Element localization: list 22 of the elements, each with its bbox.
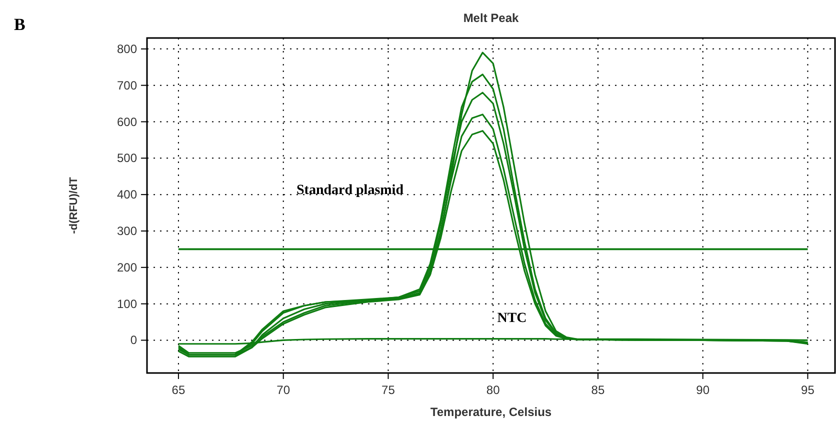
y-tick-label: 800 <box>116 42 138 56</box>
annotation: Standard plasmid <box>296 183 404 198</box>
y-tick-label: 500 <box>116 151 138 166</box>
y-tick-label: 200 <box>116 260 138 274</box>
x-tick-label: 75 <box>382 383 396 397</box>
y-tick-label: 0 <box>130 333 138 348</box>
y-tick-label: 300 <box>116 224 138 238</box>
y-tick-label: 400 <box>116 188 138 202</box>
text: B <box>14 15 26 34</box>
chart-title: Melt Peak <box>463 11 520 25</box>
x-tick-label: 70 <box>276 383 290 397</box>
x-tick-label: 90 <box>696 383 710 397</box>
x-tick-label: 85 <box>591 383 605 397</box>
x-axis-title: Temperature, Celsius <box>430 405 552 419</box>
y-tick-label: 600 <box>116 114 138 129</box>
y-tick-label: 100 <box>116 296 138 311</box>
x-tick-label: 80 <box>486 383 500 397</box>
y-axis-title: -d(RFU)/dT <box>68 176 80 234</box>
x-tick-label: 95 <box>801 383 815 397</box>
annotation: NTC <box>497 311 527 326</box>
y-tick-label: 700 <box>116 78 138 92</box>
x-tick-label: 65 <box>172 383 186 397</box>
